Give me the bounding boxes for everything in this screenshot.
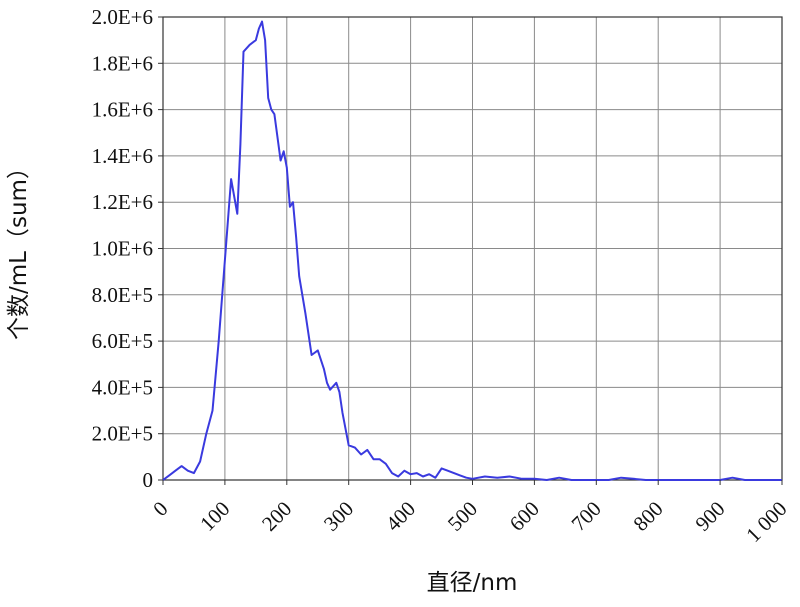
y-tick-label: 1.0E+6 (92, 237, 153, 261)
x-tick-label: 0 (148, 497, 172, 521)
y-tick-label: 2.0E+6 (92, 5, 153, 29)
x-tick-label: 300 (319, 497, 358, 536)
x-tick-label: 600 (505, 497, 544, 536)
x-tick-label: 200 (257, 497, 296, 536)
y-tick-label: 1.8E+6 (92, 51, 153, 75)
x-axis-label: 直径/nm (427, 570, 518, 596)
x-axis-ticks: 0 100 200 300 400 500 600 700 800 900 1 000 (148, 480, 792, 547)
x-tick-label: 1 000 (741, 497, 791, 547)
x-tick-label: 500 (443, 497, 482, 536)
x-tick-label: 900 (690, 497, 729, 536)
series-line (162, 20, 782, 481)
y-tick-label: 1.2E+6 (92, 190, 153, 214)
y-tick-label: 6.0E+5 (92, 329, 153, 353)
y-tick-label: 4.0E+5 (92, 375, 153, 399)
grid-lines (162, 16, 783, 481)
y-tick-label: 8.0E+5 (92, 283, 153, 307)
y-tick-label: 2.0E+5 (92, 422, 153, 446)
x-tick-label: 700 (567, 497, 606, 536)
x-tick-label: 800 (628, 497, 667, 536)
y-axis-label: 个数/mL（sum） (6, 156, 32, 340)
x-tick-label: 100 (195, 497, 234, 536)
y-tick-label: 1.6E+6 (92, 98, 153, 122)
y-axis-ticks: 0 2.0E+5 4.0E+5 6.0E+5 8.0E+5 1.0E+6 1.2E+6 1.4… (92, 5, 163, 492)
x-tick-label: 400 (381, 497, 420, 536)
y-tick-label: 1.4E+6 (92, 144, 153, 168)
y-tick-label: 0 (143, 468, 154, 492)
